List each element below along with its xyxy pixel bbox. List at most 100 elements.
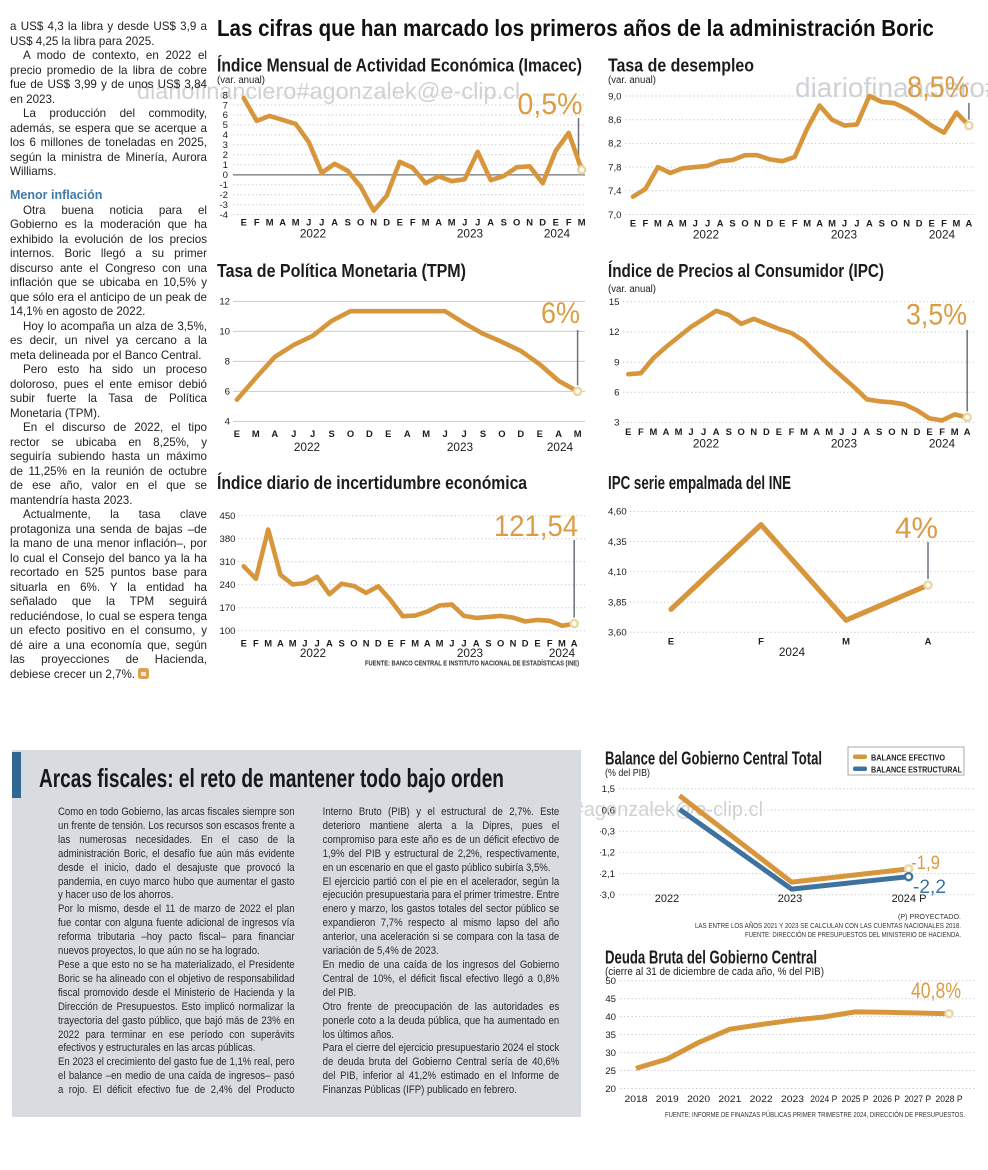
svg-text:50: 50 bbox=[605, 976, 616, 987]
svg-text:0,5%: 0,5% bbox=[518, 88, 583, 121]
svg-text:E: E bbox=[625, 426, 631, 437]
svg-text:E: E bbox=[668, 636, 674, 647]
svg-text:1,5: 1,5 bbox=[602, 784, 615, 795]
svg-text:2022: 2022 bbox=[693, 437, 719, 451]
svg-text:N: N bbox=[754, 218, 761, 229]
svg-text:Deuda Bruta del Gobierno Centr: Deuda Bruta del Gobierno Central bbox=[605, 950, 817, 967]
svg-text:M: M bbox=[951, 426, 959, 437]
svg-text:45: 45 bbox=[605, 994, 616, 1005]
svg-text:40: 40 bbox=[605, 1012, 616, 1023]
svg-text:M: M bbox=[436, 638, 444, 649]
svg-text:F: F bbox=[939, 426, 945, 437]
svg-text:D: D bbox=[539, 217, 546, 228]
svg-text:J: J bbox=[306, 217, 311, 228]
svg-text:-1: -1 bbox=[219, 180, 228, 191]
svg-text:2023: 2023 bbox=[778, 893, 802, 905]
svg-text:E: E bbox=[387, 638, 393, 649]
svg-text:35: 35 bbox=[605, 1030, 616, 1041]
svg-text:4: 4 bbox=[223, 130, 229, 141]
svg-text:6: 6 bbox=[614, 388, 619, 399]
svg-text:20: 20 bbox=[605, 1084, 616, 1095]
svg-text:J: J bbox=[449, 638, 454, 649]
svg-text:380: 380 bbox=[219, 534, 235, 545]
svg-text:M: M bbox=[252, 428, 260, 439]
svg-text:N: N bbox=[363, 638, 370, 649]
svg-text:A: A bbox=[279, 217, 286, 228]
svg-text:S: S bbox=[345, 217, 351, 228]
svg-text:J: J bbox=[688, 426, 693, 437]
svg-text:A: A bbox=[331, 217, 338, 228]
svg-text:O: O bbox=[497, 638, 504, 649]
svg-text:E: E bbox=[630, 218, 636, 229]
svg-text:4: 4 bbox=[225, 417, 231, 428]
svg-text:9: 9 bbox=[614, 357, 619, 368]
svg-text:9,0: 9,0 bbox=[608, 91, 621, 102]
svg-text:A: A bbox=[663, 426, 670, 437]
svg-text:O: O bbox=[357, 217, 364, 228]
svg-text:Tasa de desempleo: Tasa de desempleo bbox=[608, 55, 754, 76]
svg-text:F: F bbox=[410, 217, 416, 228]
svg-text:2023: 2023 bbox=[457, 227, 484, 241]
svg-text:A: A bbox=[277, 638, 284, 649]
svg-text:8,5%: 8,5% bbox=[907, 71, 969, 104]
svg-text:A: A bbox=[487, 217, 494, 228]
svg-text:M: M bbox=[266, 217, 274, 228]
svg-text:M: M bbox=[842, 636, 850, 647]
svg-text:M: M bbox=[289, 638, 297, 649]
svg-text:O: O bbox=[738, 426, 745, 437]
svg-text:O: O bbox=[741, 218, 748, 229]
svg-text:7,8: 7,8 bbox=[608, 162, 621, 173]
svg-text:2024 P: 2024 P bbox=[892, 893, 927, 905]
svg-text:Balance del Gobierno Central T: Balance del Gobierno Central Total bbox=[605, 748, 822, 769]
svg-text:4,35: 4,35 bbox=[608, 537, 627, 548]
svg-text:(var. anual): (var. anual) bbox=[608, 284, 656, 295]
svg-text:F: F bbox=[789, 426, 795, 437]
svg-text:2025 P: 2025 P bbox=[842, 1094, 869, 1104]
svg-text:2019: 2019 bbox=[656, 1094, 679, 1104]
svg-text:M: M bbox=[422, 428, 430, 439]
svg-text:-3: -3 bbox=[219, 200, 228, 211]
svg-text:30: 30 bbox=[605, 1048, 616, 1059]
svg-text:7,4: 7,4 bbox=[608, 186, 622, 197]
svg-text:J: J bbox=[842, 218, 847, 229]
svg-text:E: E bbox=[241, 638, 247, 649]
svg-text:-2: -2 bbox=[219, 190, 228, 201]
svg-text:2022: 2022 bbox=[750, 1094, 773, 1104]
svg-text:O: O bbox=[513, 217, 520, 228]
svg-text:2028 P: 2028 P bbox=[936, 1094, 963, 1104]
svg-text:O: O bbox=[350, 638, 357, 649]
svg-text:E: E bbox=[779, 218, 785, 229]
svg-text:2023: 2023 bbox=[457, 646, 484, 660]
svg-text:6%: 6% bbox=[541, 297, 580, 330]
svg-text:M: M bbox=[654, 218, 662, 229]
svg-text:2026 P: 2026 P bbox=[873, 1094, 900, 1104]
svg-text:-1,2: -1,2 bbox=[600, 848, 615, 859]
svg-text:2024: 2024 bbox=[929, 437, 956, 451]
svg-text:S: S bbox=[480, 428, 486, 439]
svg-text:4,60: 4,60 bbox=[608, 507, 627, 518]
svg-text:S: S bbox=[501, 217, 507, 228]
svg-text:J: J bbox=[302, 638, 307, 649]
svg-text:2020: 2020 bbox=[687, 1094, 710, 1104]
svg-text:E: E bbox=[537, 428, 543, 439]
svg-text:M: M bbox=[558, 638, 566, 649]
svg-text:F: F bbox=[254, 217, 260, 228]
svg-text:J: J bbox=[693, 218, 698, 229]
svg-text:40,8%: 40,8% bbox=[911, 978, 961, 1003]
svg-text:(var. anual): (var. anual) bbox=[608, 75, 656, 86]
svg-text:4,10: 4,10 bbox=[608, 567, 627, 578]
svg-text:S: S bbox=[729, 218, 735, 229]
svg-text:8,2: 8,2 bbox=[608, 139, 621, 150]
svg-text:J: J bbox=[310, 428, 315, 439]
svg-text:D: D bbox=[522, 638, 529, 649]
svg-text:8,6: 8,6 bbox=[608, 115, 621, 126]
svg-text:2024: 2024 bbox=[549, 646, 576, 660]
svg-text:(cierre al 31 de diciembre de: (cierre al 31 de diciembre de cada año, … bbox=[605, 966, 824, 978]
svg-text:2023: 2023 bbox=[447, 440, 474, 454]
svg-text:5: 5 bbox=[223, 120, 228, 131]
svg-text:Índice diario de incertidumbre: Índice diario de incertidumbre económica bbox=[217, 472, 528, 493]
svg-text:S: S bbox=[876, 426, 882, 437]
svg-text:7,0: 7,0 bbox=[608, 210, 621, 221]
svg-text:M: M bbox=[803, 218, 811, 229]
svg-text:2018: 2018 bbox=[625, 1094, 648, 1104]
